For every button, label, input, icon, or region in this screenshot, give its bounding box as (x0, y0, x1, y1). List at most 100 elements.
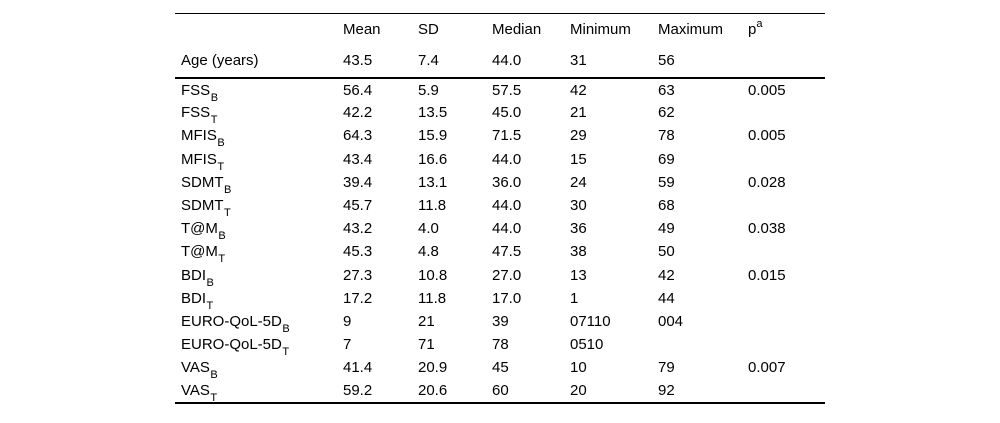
row-label-subscript: B (210, 91, 219, 102)
cell-minimum: 1 (570, 289, 579, 307)
table-row: FSST 42.2 13.5 45.0 21 62 (175, 101, 825, 124)
row-label-base: MFIS (181, 150, 217, 168)
cell-median: 71.5 (492, 127, 522, 145)
row-label-base: EURO-QoL-5D (181, 336, 282, 354)
row-label: BDIT (175, 287, 343, 310)
cell-mean: 56.4 (343, 81, 373, 99)
cell-median: 44.0 (492, 150, 522, 168)
table-row: SDMTB 39.4 13.1 36.0 24 59 0.028 (175, 171, 825, 194)
table-row: MFISB 64.3 15.9 71.5 29 78 0.005 (175, 124, 825, 147)
cell-mean: 9 (343, 312, 352, 330)
cell-mean: 43.4 (343, 150, 373, 168)
header-empty (175, 14, 343, 45)
table-row: T@MB 43.2 4.0 44.0 36 49 0.038 (175, 217, 825, 240)
cell-mean: 45.3 (343, 243, 373, 261)
cell-mean: 7 (343, 336, 352, 354)
row-label: FSSB (175, 78, 343, 102)
row-label-subscript: B (218, 230, 226, 241)
cell-mean: 41.4 (343, 359, 373, 377)
age-row: Age (years) 43.5 7.4 44.0 31 56 (175, 44, 825, 78)
cell-mean: 39.4 (343, 173, 373, 191)
cell-sd: 10.8 (418, 266, 448, 284)
row-label: VAST (175, 379, 343, 403)
cell-sd: 71 (418, 336, 435, 354)
row-label-subscript: T (217, 160, 225, 171)
row-label-subscript: T (206, 299, 214, 310)
cell-maximum: 44 (658, 289, 675, 307)
row-label-subscript: T (218, 253, 226, 264)
cell-sd: 5.9 (418, 81, 439, 99)
cell-minimum: 20 (570, 382, 587, 400)
statistics-table: Mean SD Median Minimum Maximum pa Age (y… (175, 13, 825, 404)
row-label-base: BDI (181, 266, 207, 284)
row-label-subscript: B (206, 276, 214, 287)
row-label-base: EURO-QoL-5D (181, 312, 282, 330)
row-label-base: SDMT (181, 197, 224, 215)
header-p-superscript: a (756, 17, 763, 30)
cell-mean: 43.5 (343, 52, 373, 69)
cell-minimum: 21 (570, 104, 587, 122)
cell-p (748, 148, 825, 171)
row-label-base: FSS (181, 104, 211, 122)
row-label-subscript: B (282, 322, 290, 334)
row-label-subscript: T (224, 207, 231, 218)
cell-sd: 11.8 (418, 197, 447, 215)
cell-mean: 59.2 (343, 382, 373, 400)
row-label-subscript: T (210, 114, 218, 125)
table-row: T@MT 45.3 4.8 47.5 38 50 (175, 240, 825, 263)
cell-median: 45 (492, 359, 509, 377)
cell-sd: 13.5 (418, 104, 448, 122)
table-row: VASB 41.4 20.9 45 10 79 0.007 (175, 356, 825, 379)
age-row-label: Age (years) (181, 52, 259, 69)
cell-sd: 16.6 (418, 150, 448, 168)
row-label-subscript: T (282, 346, 290, 357)
cell-p: 0.007 (748, 359, 786, 377)
row-label: EURO-QoL-5DT (175, 333, 343, 356)
cell-mean: 27.3 (343, 266, 373, 284)
cell-mean: 45.7 (343, 197, 373, 215)
cell-minimum: 30 (570, 197, 587, 215)
table-row: BDIT 17.2 11.8 17.0 1 44 (175, 287, 825, 310)
cell-sd: 7.4 (418, 52, 439, 69)
header-minimum: Minimum (570, 20, 631, 38)
cell-median: 57.5 (492, 81, 522, 99)
cell-maximum: 59 (658, 173, 675, 191)
table-row: EURO-QoL-5DT 7 71 78 0510 (175, 333, 825, 356)
cell-p (748, 287, 825, 310)
cell-maximum: 49 (658, 220, 675, 238)
table-row: VAST 59.2 20.6 60 20 92 (175, 379, 825, 403)
row-label-base: T@M (181, 243, 218, 261)
header-row: Mean SD Median Minimum Maximum pa (175, 14, 825, 45)
table-row: EURO-QoL-5DB 9 21 39 07110 004 (175, 310, 825, 333)
row-label-base: VAS (181, 382, 210, 400)
cell-median: 44.0 (492, 220, 522, 238)
cell-minimum: 42 (570, 81, 587, 99)
cell-p (748, 379, 825, 402)
header-median: Median (492, 20, 542, 38)
table-head: Mean SD Median Minimum Maximum pa Age (y… (175, 14, 825, 78)
cell-maximum: 78 (658, 127, 675, 145)
cell-maximum: 62 (658, 104, 675, 122)
cell-median: 44.0 (492, 197, 522, 215)
header-sd: SD (418, 20, 439, 38)
cell-median: 60 (492, 382, 509, 400)
cell-median: 45.0 (492, 104, 522, 122)
cell-median: 27.0 (492, 266, 522, 284)
statistics-table-container: Mean SD Median Minimum Maximum pa Age (y… (175, 13, 825, 404)
row-label: VASB (175, 356, 343, 379)
cell-median: 36.0 (492, 173, 522, 191)
cell-p: 0.005 (748, 127, 786, 145)
cell-minimum: 36 (570, 220, 587, 238)
cell-sd: 4.8 (418, 243, 439, 261)
header-p-label: p (748, 20, 757, 38)
table-row: MFIST 43.4 16.6 44.0 15 69 (175, 148, 825, 171)
row-label: T@MB (175, 217, 343, 240)
cell-sd: 4.0 (418, 220, 439, 238)
cell-sd: 13.1 (418, 173, 448, 191)
table-row: SDMTT 45.7 11.8 44.0 30 68 (175, 194, 825, 217)
cell-median: 78 (492, 336, 509, 354)
cell-sd: 21 (418, 312, 435, 330)
cell-maximum: 69 (658, 150, 675, 168)
cell-mean: 42.2 (343, 104, 373, 122)
row-label-subscript: B (210, 369, 218, 380)
